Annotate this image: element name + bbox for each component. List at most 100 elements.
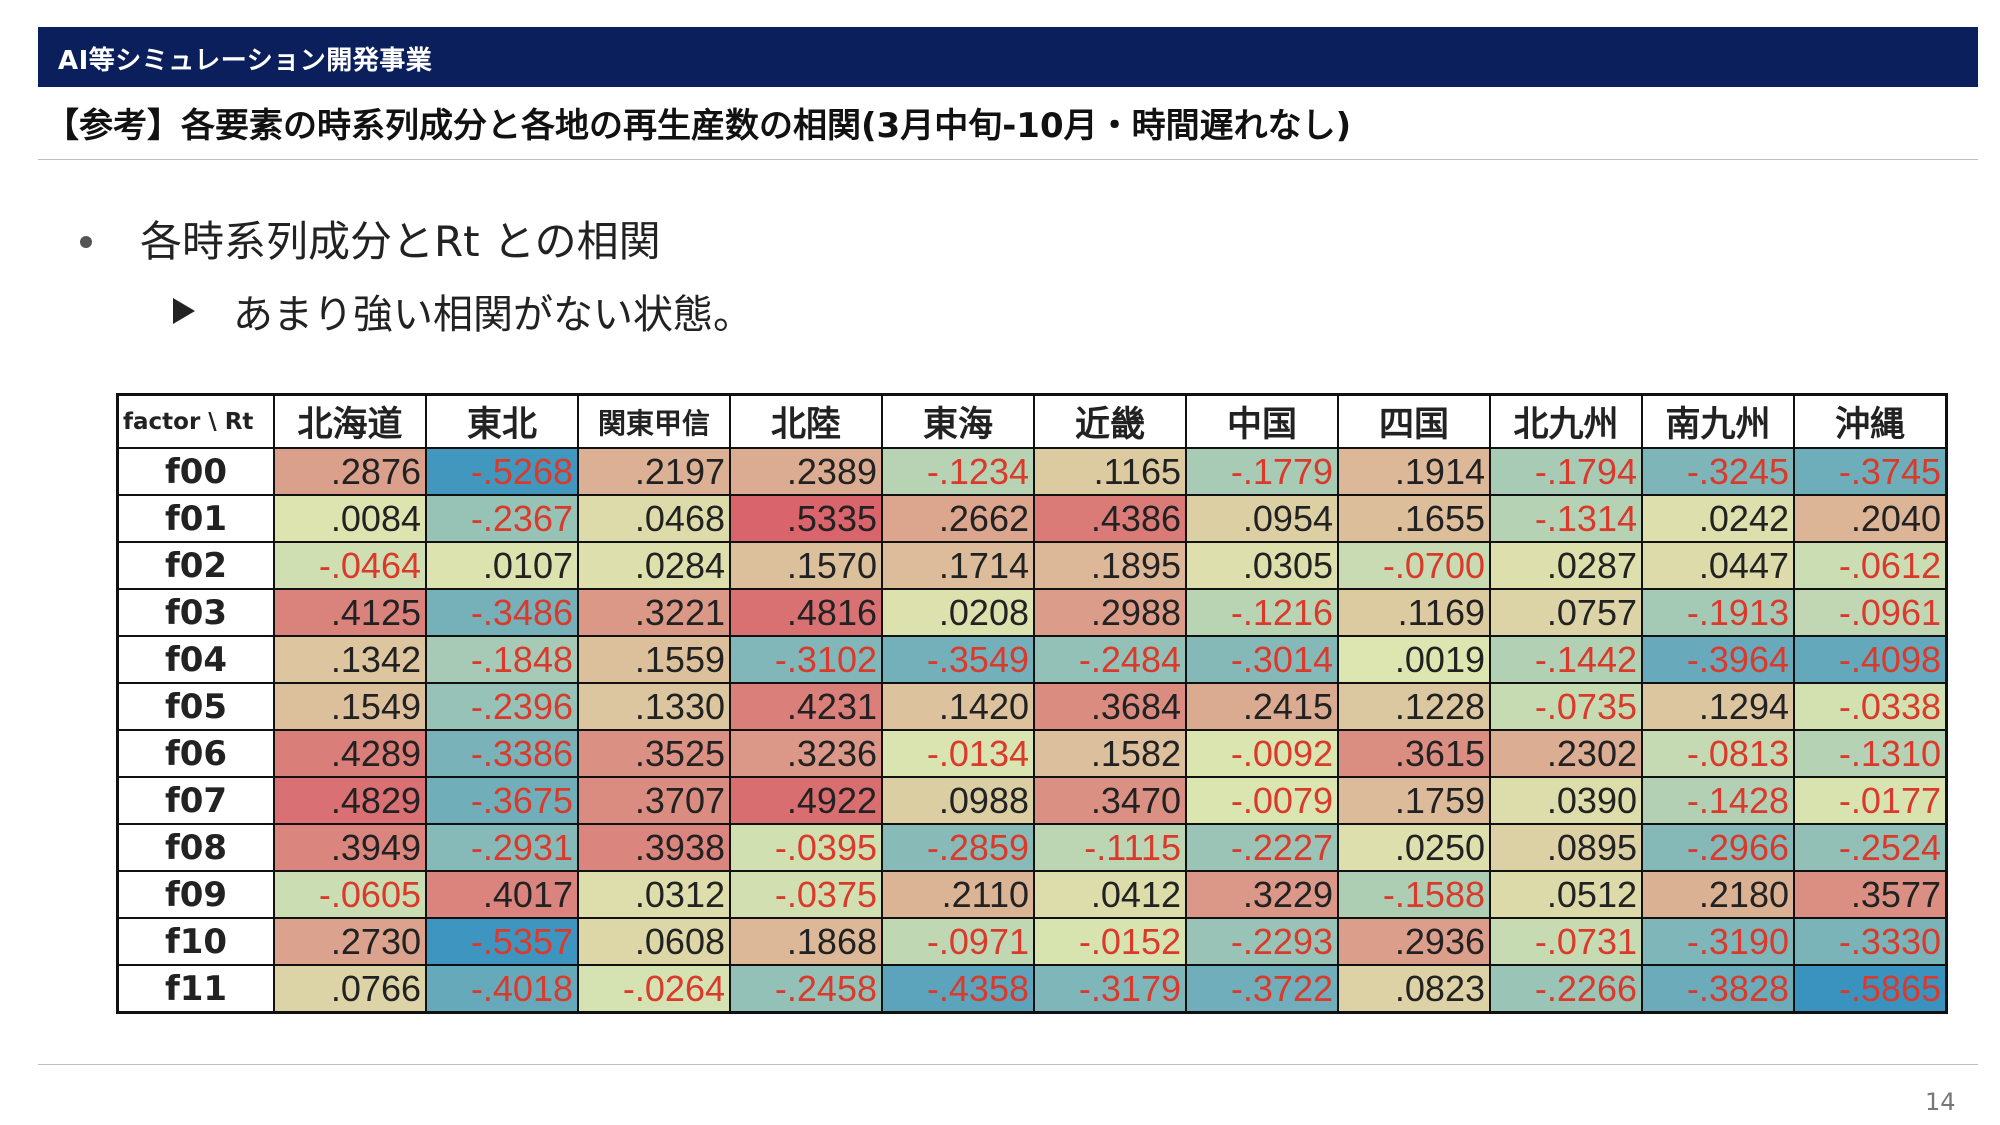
heatmap-cell: -.0464 — [273, 541, 427, 590]
heatmap-cell: -.0338 — [1793, 682, 1948, 731]
heatmap-cell: -.3549 — [881, 635, 1035, 684]
heatmap-cell: -.3179 — [1033, 964, 1187, 1014]
table-row: f02 -.0464.0107.0284.1570.1714.1895.0305-… — [116, 541, 1948, 590]
column-header: 北陸 — [729, 393, 883, 449]
heatmap-cell: .3707 — [577, 776, 731, 825]
heatmap-cell: .0312 — [577, 870, 731, 919]
heatmap-cell: .1228 — [1337, 682, 1491, 731]
row-label: f11 — [116, 964, 275, 1014]
heatmap-cell: -.2266 — [1489, 964, 1643, 1014]
heatmap-cell: -.2524 — [1793, 823, 1948, 872]
column-header: 関東甲信 — [577, 393, 731, 449]
heatmap-cell: -.3330 — [1793, 917, 1948, 966]
heatmap-cell: -.1115 — [1033, 823, 1187, 872]
slide-title: 【参考】各要素の時系列成分と各地の再生産数の相関(3月中旬-10月・時間遅れなし… — [45, 106, 1352, 146]
heatmap-cell: .3470 — [1033, 776, 1187, 825]
heatmap-cell: -.5865 — [1793, 964, 1948, 1014]
heatmap-cell: .1759 — [1337, 776, 1491, 825]
heatmap-cell: -.0177 — [1793, 776, 1948, 825]
heatmap-cell: .4829 — [273, 776, 427, 825]
heatmap-cell: .4386 — [1033, 494, 1187, 543]
heatmap-cell: -.0731 — [1489, 917, 1643, 966]
row-label: f02 — [116, 541, 275, 590]
heatmap-cell: .0242 — [1641, 494, 1795, 543]
table-row: f04.1342 -.1848.1559 -.3102 -.3549 -.2484 -.3… — [116, 635, 1948, 684]
heatmap-cell: -.2458 — [729, 964, 883, 1014]
column-header: 北海道 — [273, 393, 427, 449]
heatmap-cell: -.0735 — [1489, 682, 1643, 731]
table-row: f11.0766 -.4018 -.0264 -.2458 -.4358 -.3179 -.… — [116, 964, 1948, 1014]
heatmap-cell: -.0605 — [273, 870, 427, 919]
heatmap-cell: .1330 — [577, 682, 731, 731]
heatmap-cell: -.1588 — [1337, 870, 1491, 919]
heatmap-cell: -.1442 — [1489, 635, 1643, 684]
heatmap-cell: .0447 — [1641, 541, 1795, 590]
heatmap-cell: -.0612 — [1793, 541, 1948, 590]
column-header: 四国 — [1337, 393, 1491, 449]
top-banner: AI等シミュレーション開発事業 — [38, 27, 1978, 87]
row-label: f07 — [116, 776, 275, 825]
heatmap-cell: -.3102 — [729, 635, 883, 684]
heatmap-cell: -.0264 — [577, 964, 731, 1014]
heatmap-cell: .4231 — [729, 682, 883, 731]
row-label: f00 — [116, 447, 275, 496]
heatmap-cell: .3577 — [1793, 870, 1948, 919]
heatmap-cell: .2876 — [273, 447, 427, 496]
heatmap-cell: -.1779 — [1185, 447, 1339, 496]
heatmap-cell: .0757 — [1489, 588, 1643, 637]
heatmap-cell: -.2367 — [425, 494, 579, 543]
heatmap-cell: -.0395 — [729, 823, 883, 872]
heatmap-cell: -.1913 — [1641, 588, 1795, 637]
row-label: f01 — [116, 494, 275, 543]
heatmap-body: f00.2876 -.5268.2197.2389 -.1234.1165 -.177… — [116, 447, 1948, 1014]
heatmap-cell: -.0971 — [881, 917, 1035, 966]
heatmap-cell: .2936 — [1337, 917, 1491, 966]
heatmap-cell: .0084 — [273, 494, 427, 543]
column-header: 南九州 — [1641, 393, 1795, 449]
column-header: 中国 — [1185, 393, 1339, 449]
heatmap-cell: .1655 — [1337, 494, 1491, 543]
heatmap-cell: .2662 — [881, 494, 1035, 543]
heatmap-cell: .4017 — [425, 870, 579, 919]
heatmap-cell: -.3486 — [425, 588, 579, 637]
bullet-level2: あまり強い相関がない状態。 — [233, 292, 753, 338]
table-row: f08.3949 -.2931.3938 -.0395 -.2859 -.1115 -.2… — [116, 823, 1948, 872]
heatmap-cell: -.1428 — [1641, 776, 1795, 825]
column-header: 近畿 — [1033, 393, 1187, 449]
triangle-bullet-icon — [173, 298, 195, 324]
heatmap-cell: -.2859 — [881, 823, 1035, 872]
heatmap-cell: .1570 — [729, 541, 883, 590]
heatmap-cell: -.0079 — [1185, 776, 1339, 825]
heatmap-cell: .0412 — [1033, 870, 1187, 919]
heatmap-cell: -.0092 — [1185, 729, 1339, 778]
heatmap-cell: .3229 — [1185, 870, 1339, 919]
heatmap-cell: -.4098 — [1793, 635, 1948, 684]
row-label: f04 — [116, 635, 275, 684]
heatmap-cell: .4289 — [273, 729, 427, 778]
heatmap-cell: -.0375 — [729, 870, 883, 919]
heatmap-cell: .3236 — [729, 729, 883, 778]
heatmap-cell: .0988 — [881, 776, 1035, 825]
column-header: 東北 — [425, 393, 579, 449]
heatmap-cell: -.2293 — [1185, 917, 1339, 966]
heatmap-cell: .1868 — [729, 917, 883, 966]
table-row: f09 -.0605.4017.0312 -.0375.2110.0412.3229… — [116, 870, 1948, 919]
heatmap-cell: -.1794 — [1489, 447, 1643, 496]
column-header: 沖縄 — [1793, 393, 1948, 449]
row-label: f03 — [116, 588, 275, 637]
table-row: f01.0084 -.2367.0468.5335.2662.4386.0954.… — [116, 494, 1948, 543]
heatmap-cell: .5335 — [729, 494, 883, 543]
heatmap-cell: .0208 — [881, 588, 1035, 637]
heatmap-cell: .1420 — [881, 682, 1035, 731]
row-label: f08 — [116, 823, 275, 872]
row-label: f05 — [116, 682, 275, 731]
heatmap-cell: -.0152 — [1033, 917, 1187, 966]
heatmap-cell: -.0134 — [881, 729, 1035, 778]
heatmap-cell: -.0961 — [1793, 588, 1948, 637]
heatmap-cell: .0954 — [1185, 494, 1339, 543]
heatmap-cell: .0512 — [1489, 870, 1643, 919]
heatmap-cell: .4125 — [273, 588, 427, 637]
heatmap-cell: -.5357 — [425, 917, 579, 966]
heatmap-cell: -.5268 — [425, 447, 579, 496]
heatmap-cell: -.1310 — [1793, 729, 1948, 778]
